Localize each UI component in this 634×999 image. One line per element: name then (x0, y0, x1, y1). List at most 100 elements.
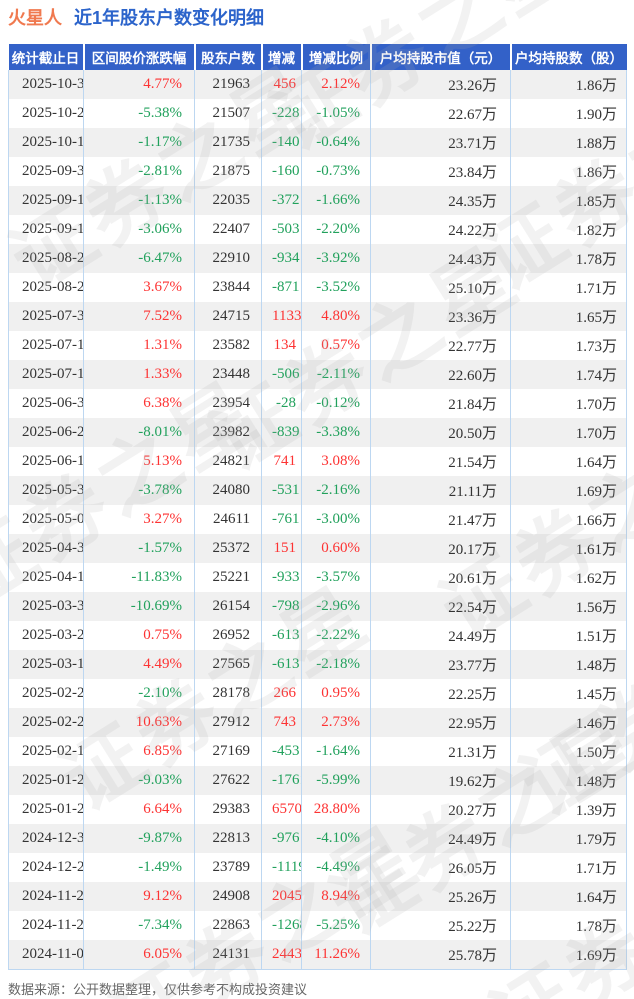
cell-avg-market-value: 24.43万 (370, 244, 511, 273)
cell-avg-market-value: 23.36万 (370, 302, 511, 331)
cell-avg-shares: 1.62万 (510, 563, 627, 592)
cell-change-ratio: 0.57% (301, 331, 371, 360)
cell-date: 2025-07-18 (8, 331, 84, 360)
cell-price-change: -9.03% (83, 766, 195, 795)
cell-avg-shares: 1.86万 (510, 157, 627, 186)
cell-price-change: -8.01% (83, 418, 195, 447)
cell-change: 6570 (261, 795, 302, 824)
cell-change-ratio: -3.57% (301, 563, 371, 592)
cell-change: -506 (261, 360, 302, 389)
cell-change-ratio: -0.64% (301, 128, 371, 157)
cell-change-ratio: -2.16% (301, 476, 371, 505)
cell-price-change: 6.38% (83, 389, 195, 418)
cell-change-ratio: 28.80% (301, 795, 371, 824)
cell-holders: 23954 (194, 389, 262, 418)
cell-holders: 27622 (194, 766, 262, 795)
cell-change-ratio: -1.05% (301, 99, 371, 128)
cell-change: 2045 (261, 882, 302, 911)
cell-date: 2025-05-30 (8, 476, 84, 505)
cell-holders: 23789 (194, 853, 262, 882)
cell-price-change: -6.47% (83, 244, 195, 273)
cell-avg-market-value: 23.77万 (370, 650, 511, 679)
cell-holders: 27912 (194, 708, 262, 737)
table-row: 2025-09-10 -3.06% 22407 -503 -2.20% 24.2… (8, 215, 627, 244)
cell-price-change: 1.31% (83, 331, 195, 360)
cell-holders: 22813 (194, 824, 262, 853)
cell-change: -531 (261, 476, 302, 505)
cell-date: 2025-04-30 (8, 534, 84, 563)
cell-holders: 21963 (194, 70, 262, 99)
cell-avg-market-value: 26.05万 (370, 853, 511, 882)
cell-avg-shares: 1.73万 (510, 331, 627, 360)
cell-change: 741 (261, 447, 302, 476)
cell-holders: 24131 (194, 940, 262, 970)
cell-price-change: -10.69% (83, 592, 195, 621)
cell-avg-shares: 1.48万 (510, 650, 627, 679)
cell-price-change: -3.06% (83, 215, 195, 244)
table-row: 2024-12-20 -1.49% 23789 -1119 -4.49% 26.… (8, 853, 627, 882)
cell-change: -761 (261, 505, 302, 534)
table-row: 2025-06-20 -8.01% 23982 -839 -3.38% 20.5… (8, 418, 627, 447)
cell-avg-shares: 1.69万 (510, 476, 627, 505)
cell-price-change: 3.27% (83, 505, 195, 534)
cell-avg-shares: 1.56万 (510, 592, 627, 621)
cell-price-change: -2.10% (83, 679, 195, 708)
cell-price-change: 6.05% (83, 940, 195, 970)
cell-price-change: 7.52% (83, 302, 195, 331)
col-header-holders: 股东户数 (194, 44, 263, 70)
cell-change-ratio: -2.11% (301, 360, 371, 389)
cell-change-ratio: -2.22% (301, 621, 371, 650)
cell-change: 1133 (261, 302, 302, 331)
cell-holders: 28178 (194, 679, 262, 708)
cell-holders: 25221 (194, 563, 262, 592)
cell-date: 2025-02-28 (8, 679, 84, 708)
cell-price-change: -1.17% (83, 128, 195, 157)
shareholder-table: 统计截止日 区间股价涨跌幅 股东户数 增减 增减比例 户均持股市值（元） 户均持… (8, 44, 627, 970)
cell-avg-market-value: 22.77万 (370, 331, 511, 360)
cell-avg-market-value: 21.47万 (370, 505, 511, 534)
cell-avg-shares: 1.74万 (510, 360, 627, 389)
table-row: 2025-02-20 10.63% 27912 743 2.73% 22.95万… (8, 708, 627, 737)
cell-avg-shares: 1.64万 (510, 882, 627, 911)
table-row: 2025-09-30 -2.81% 21875 -160 -0.73% 23.8… (8, 157, 627, 186)
cell-holders: 29383 (194, 795, 262, 824)
cell-avg-market-value: 19.62万 (370, 766, 511, 795)
cell-date: 2024-12-31 (8, 824, 84, 853)
cell-date: 2025-06-10 (8, 447, 84, 476)
col-header-change: 增减 (261, 44, 303, 70)
cell-avg-market-value: 22.67万 (370, 99, 511, 128)
table-row: 2025-01-27 -9.03% 27622 -1761 -5.99% 19.… (8, 766, 627, 795)
cell-holders: 24715 (194, 302, 262, 331)
cell-avg-market-value: 24.22万 (370, 215, 511, 244)
cell-change: -613 (261, 650, 302, 679)
cell-change: -933 (261, 563, 302, 592)
cell-avg-shares: 1.85万 (510, 186, 627, 215)
cell-avg-market-value: 21.31万 (370, 737, 511, 766)
table-row: 2025-08-29 -6.47% 22910 -934 -3.92% 24.4… (8, 244, 627, 273)
cell-change: 743 (261, 708, 302, 737)
cell-price-change: 4.49% (83, 650, 195, 679)
table-row: 2025-04-18 -11.83% 25221 -933 -3.57% 20.… (8, 563, 627, 592)
cell-change-ratio: -4.10% (301, 824, 371, 853)
cell-avg-market-value: 21.84万 (370, 389, 511, 418)
cell-change-ratio: -5.25% (301, 911, 371, 940)
cell-date: 2025-02-20 (8, 708, 84, 737)
table-row: 2025-05-09 3.27% 24611 -761 -3.00% 21.47… (8, 505, 627, 534)
cell-change: -140 (261, 128, 302, 157)
cell-holders: 24611 (194, 505, 262, 534)
page-title: 火星人 近1年股东户数变化明细 (8, 6, 264, 30)
cell-date: 2025-09-19 (8, 186, 84, 215)
cell-change-ratio: 2.12% (301, 70, 371, 99)
cell-date: 2024-11-20 (8, 911, 84, 940)
cell-price-change: 6.85% (83, 737, 195, 766)
cell-avg-shares: 1.90万 (510, 99, 627, 128)
col-header-date: 统计截止日 (8, 44, 85, 70)
table-row: 2025-03-10 4.49% 27565 -613 -2.18% 23.77… (8, 650, 627, 679)
title-text: 近1年股东户数变化明细 (74, 8, 265, 28)
cell-change-ratio: 11.26% (301, 940, 371, 970)
cell-change-ratio: -5.99% (301, 766, 371, 795)
cell-change-ratio: -1.64% (301, 737, 371, 766)
cell-change-ratio: -4.49% (301, 853, 371, 882)
cell-change: -798 (261, 592, 302, 621)
cell-avg-market-value: 21.11万 (370, 476, 511, 505)
